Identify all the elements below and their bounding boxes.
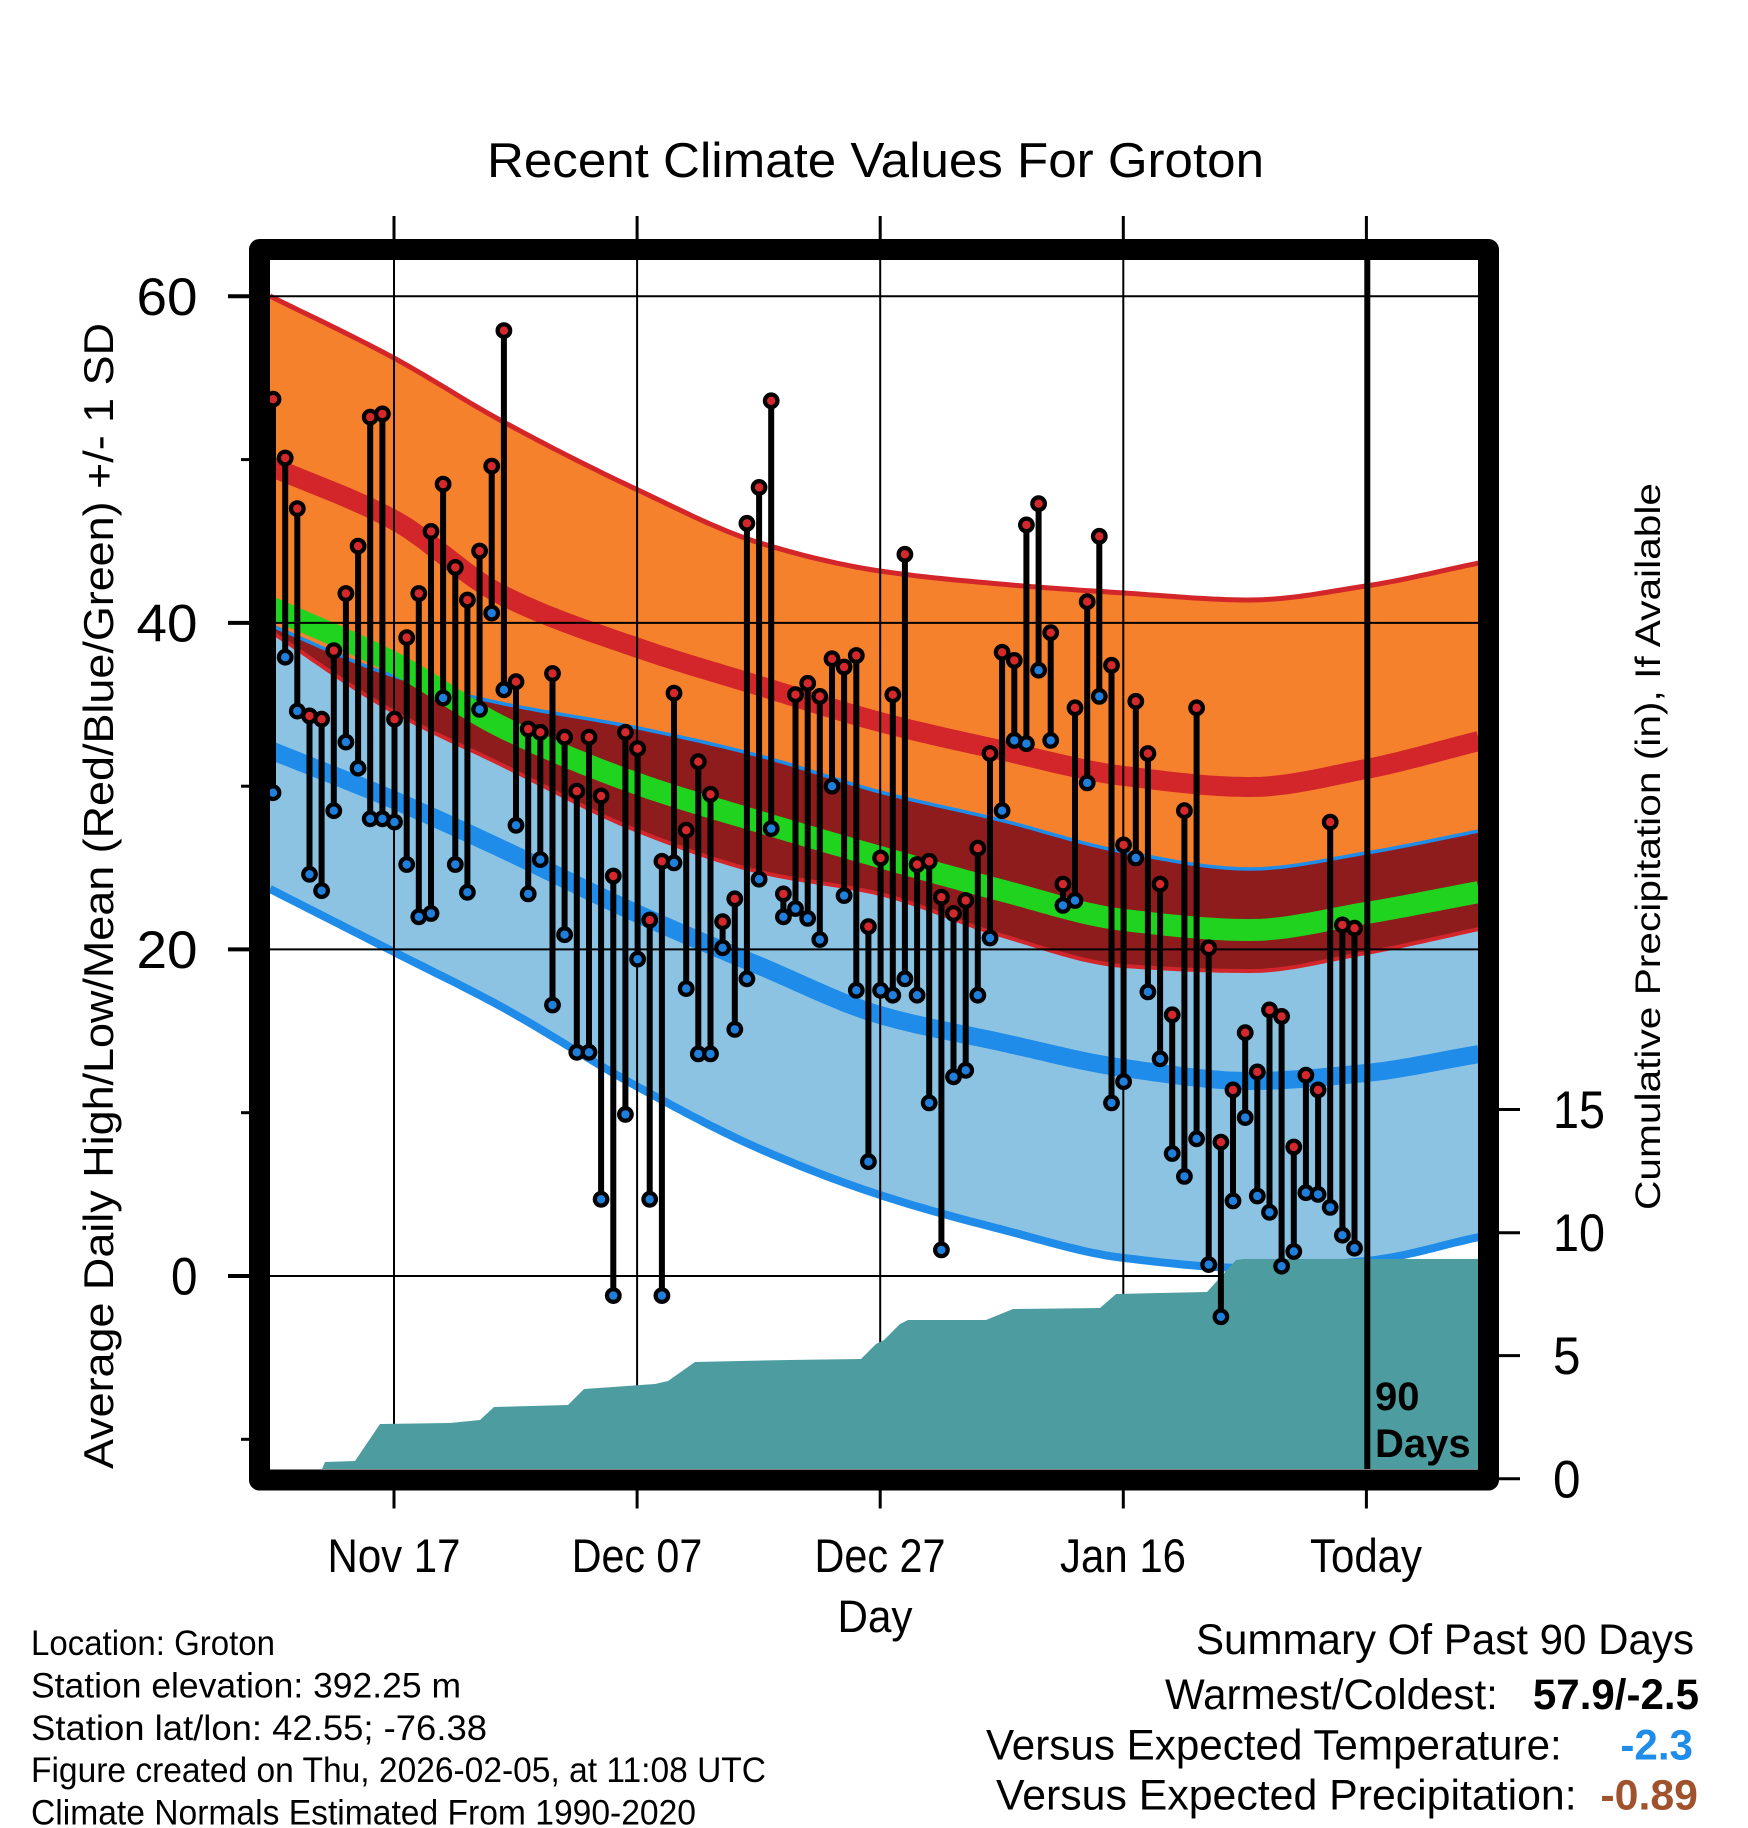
- svg-text:10: 10: [1553, 1204, 1605, 1263]
- svg-text:Day: Day: [838, 1591, 913, 1642]
- svg-text:Nov 17: Nov 17: [328, 1529, 461, 1582]
- svg-text:15: 15: [1553, 1081, 1605, 1140]
- svg-text:Today: Today: [1310, 1529, 1422, 1582]
- svg-text:20: 20: [137, 921, 198, 980]
- svg-text:60: 60: [137, 268, 198, 327]
- svg-text:5: 5: [1553, 1327, 1581, 1386]
- svg-text:Climate Normals Estimated From: Climate Normals Estimated From 1990-2020: [31, 1794, 696, 1828]
- svg-text:Versus Expected Temperature:: Versus Expected Temperature: -2.3: [986, 1722, 1693, 1770]
- svg-text:Average Daily High/Low/Mean (R: Average Daily High/Low/Mean (Red/Blue/Gr…: [75, 323, 122, 1469]
- svg-text:0: 0: [171, 1248, 198, 1307]
- svg-text:Location: Groton: Location: Groton: [31, 1624, 275, 1663]
- svg-text:Summary Of Past 90 Days: Summary Of Past 90 Days: [1196, 1616, 1694, 1664]
- svg-text:Versus Expected Precipitation:: Versus Expected Precipitation: -0.89: [996, 1772, 1698, 1820]
- svg-text:Dec 07: Dec 07: [572, 1529, 703, 1582]
- svg-text:90: 90: [1375, 1375, 1420, 1419]
- svg-text:Figure created on Thu, 2026-02: Figure created on Thu, 2026-02-05, at 11…: [31, 1751, 766, 1790]
- svg-text:Recent Climate Values For Grot: Recent Climate Values For Groton: [487, 134, 1264, 188]
- svg-text:Days: Days: [1375, 1422, 1471, 1466]
- svg-text:Warmest/Coldest: 57.9/-2.5: Warmest/Coldest: 57.9/-2.5: [1165, 1671, 1699, 1719]
- svg-text:0: 0: [1553, 1450, 1581, 1509]
- svg-text:40: 40: [137, 594, 198, 653]
- svg-text:Jan 16: Jan 16: [1060, 1529, 1186, 1582]
- svg-text:Station lat/lon: 42.55; -76.38: Station lat/lon: 42.55; -76.38: [31, 1709, 487, 1748]
- svg-text:Cumulative Precipitation (in),: Cumulative Precipitation (in), If Availa…: [1628, 483, 1668, 1210]
- svg-text:Station elevation: 392.25 m: Station elevation: 392.25 m: [31, 1667, 461, 1706]
- svg-text:Dec 27: Dec 27: [815, 1529, 946, 1582]
